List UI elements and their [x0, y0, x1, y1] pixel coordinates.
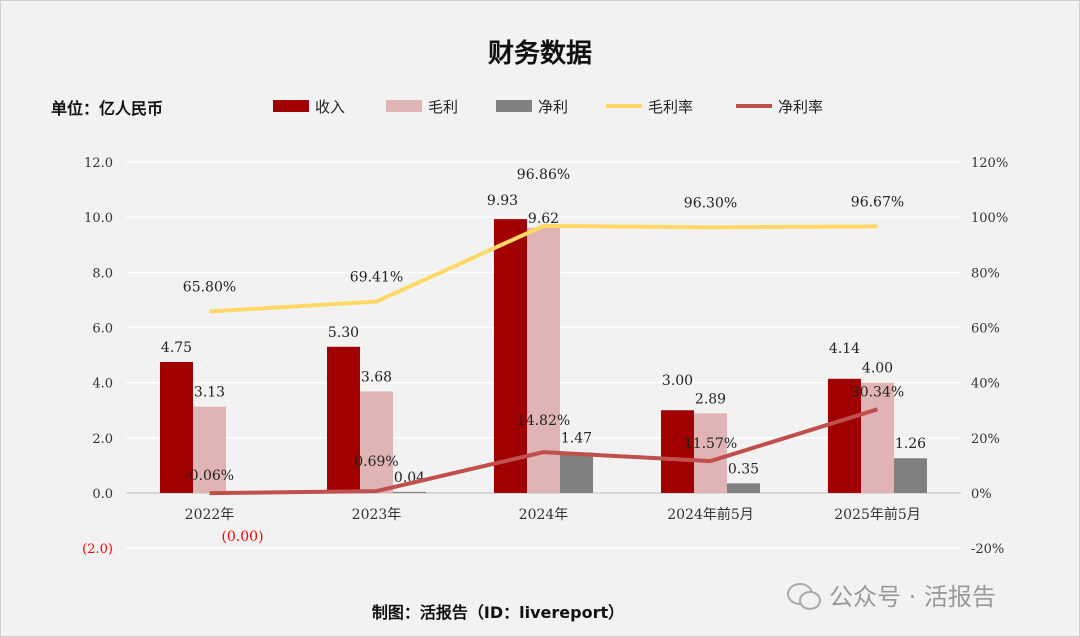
wechat-icon: [787, 581, 821, 610]
left-tick-label: 10.0: [84, 211, 113, 226]
line-data-label: 96.86%: [517, 167, 570, 183]
right-tick-label: 40%: [971, 377, 1000, 392]
line-data-label: 11.57%: [684, 436, 737, 452]
line-毛利率: [209, 223, 878, 314]
bar-毛利: [527, 227, 560, 494]
bar-收入: [327, 346, 360, 493]
category-label: 2024年前5月: [667, 506, 754, 523]
legend-swatch: [496, 100, 532, 112]
category-label: 2022年: [185, 507, 235, 523]
chart-title: 财务数据: [487, 39, 592, 69]
footer-credit: 制图：活报告（ID：livereport）: [371, 603, 625, 622]
bar-data-label: (0.00): [221, 529, 263, 545]
bar-收入: [828, 378, 861, 493]
watermark: 公众号 · 活报告: [787, 577, 996, 612]
line-data-label: 69.41%: [350, 270, 403, 286]
bar-data-label: 9.62: [528, 211, 559, 227]
bar-净利: [560, 452, 593, 493]
bar-收入: [661, 410, 694, 493]
right-tick-label: 0%: [971, 487, 992, 502]
left-tick-label: 4.0: [92, 377, 113, 392]
bar-data-label: 5.30: [328, 325, 359, 341]
category-label: 2023年: [352, 507, 402, 523]
legend-swatch: [386, 100, 422, 112]
left-tick-label: 12.0: [84, 156, 113, 171]
left-tick-label: 6.0: [92, 322, 113, 337]
left-tick-label: 8.0: [92, 266, 113, 281]
line-data-label: 30.34%: [851, 384, 904, 400]
watermark-text: 公众号 · 活报告: [829, 583, 996, 611]
left-tick-label: 2.0: [92, 432, 113, 447]
bar-data-label: 4.75: [161, 340, 192, 356]
bar-data-label: 4.00: [862, 361, 893, 377]
legend-label: 毛利: [428, 98, 458, 116]
right-tick-label: 100%: [971, 211, 1008, 226]
line-data-label: 96.30%: [684, 195, 737, 211]
bar-净利: [727, 483, 760, 493]
left-tick-label: 0.0: [92, 487, 113, 502]
bar-data-label: 3.13: [194, 385, 225, 401]
bar-毛利: [193, 406, 226, 493]
line-data-label: 65.80%: [183, 280, 236, 296]
right-tick-label: 120%: [971, 156, 1008, 171]
legend-label: 净利: [538, 98, 568, 116]
unit-label: 单位：亿人民币: [51, 99, 164, 118]
bar-毛利: [360, 391, 393, 493]
legend-label: 净利率: [778, 98, 823, 116]
bar-净利: [894, 458, 927, 493]
line-data-label: 14.82%: [517, 413, 570, 429]
bar-data-label: 9.93: [487, 193, 518, 209]
legend-label: 毛利率: [648, 98, 693, 116]
bar-data-label: 0.35: [728, 461, 759, 477]
bar-毛利: [861, 382, 894, 493]
bar-收入: [160, 361, 193, 493]
bar-data-label: 2.89: [695, 391, 726, 407]
right-tick-label: 20%: [971, 432, 1000, 447]
category-label: 2024年: [519, 507, 569, 523]
bar-data-label: 1.47: [561, 430, 592, 446]
right-tick-label: 80%: [971, 266, 1000, 281]
line-data-label: -0.06%: [185, 468, 234, 484]
bar-净利: [393, 491, 426, 493]
bar-毛利: [694, 413, 727, 493]
right-tick-label: -20%: [971, 542, 1004, 557]
legend-swatch: [273, 100, 309, 112]
bar-data-label: 3.68: [361, 369, 392, 385]
legend-label: 收入: [315, 98, 345, 116]
category-label: 2025年前5月: [834, 506, 921, 523]
bar-收入: [494, 219, 527, 493]
bar-data-label: 1.26: [895, 436, 926, 452]
line-净利率: [209, 407, 879, 496]
right-tick-label: 60%: [971, 322, 1000, 337]
line-data-label: 96.67%: [851, 194, 904, 210]
bar-data-label: 3.00: [662, 373, 693, 389]
bar-data-label: 4.14: [829, 341, 860, 357]
left-tick-label: (2.0): [82, 542, 113, 557]
line-data-label: 0.69%: [354, 454, 398, 470]
